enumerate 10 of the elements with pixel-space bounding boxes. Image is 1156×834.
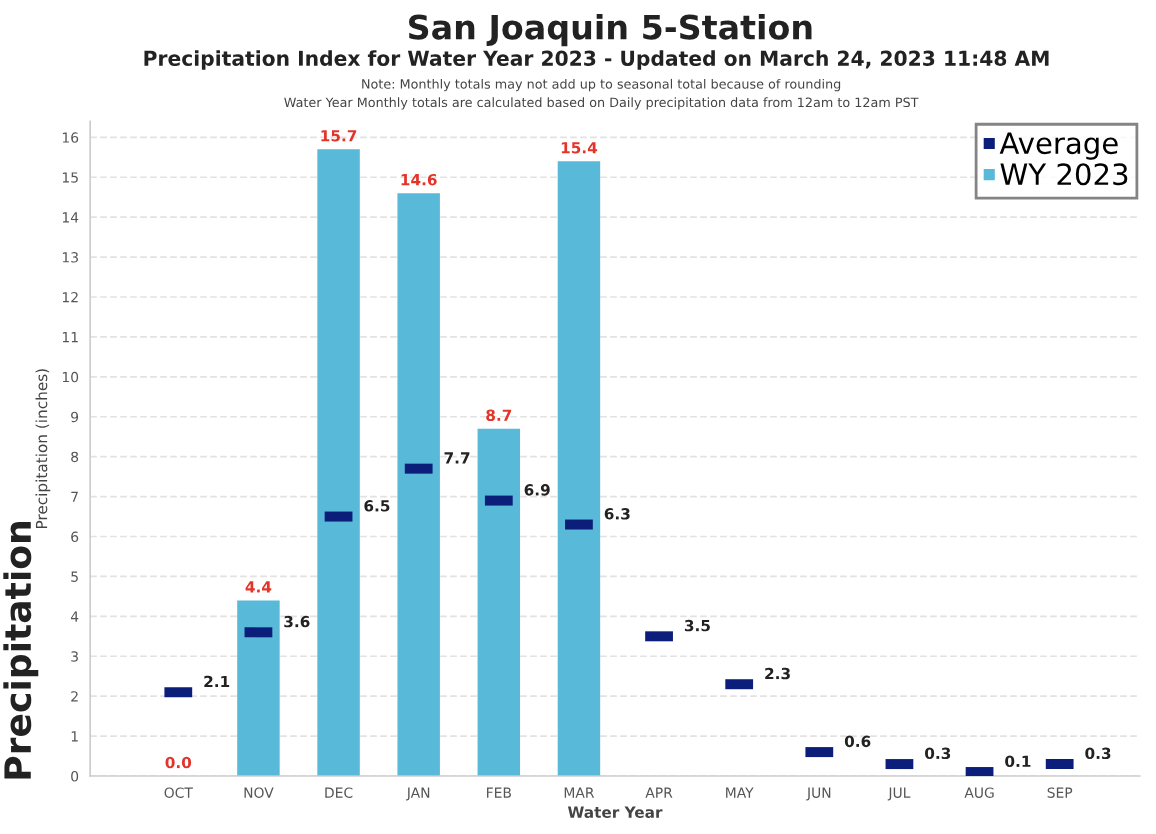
text: Precipitation: [3, 522, 39, 779]
bar: [557, 161, 601, 777]
chart-title: San Joaquin 5-Station: [409, 13, 812, 47]
bar: [317, 149, 360, 777]
legend-label: WY 2023: [1000, 163, 1128, 186]
chart-subtitle: Precipitation Index for Water Year 2023 - Updated on March 24, 2023 11:48 AM: [144, 50, 1049, 70]
bar: [237, 600, 280, 777]
bar: [477, 428, 521, 777]
bar: [397, 193, 440, 777]
legend-label: Average: [999, 132, 1118, 160]
